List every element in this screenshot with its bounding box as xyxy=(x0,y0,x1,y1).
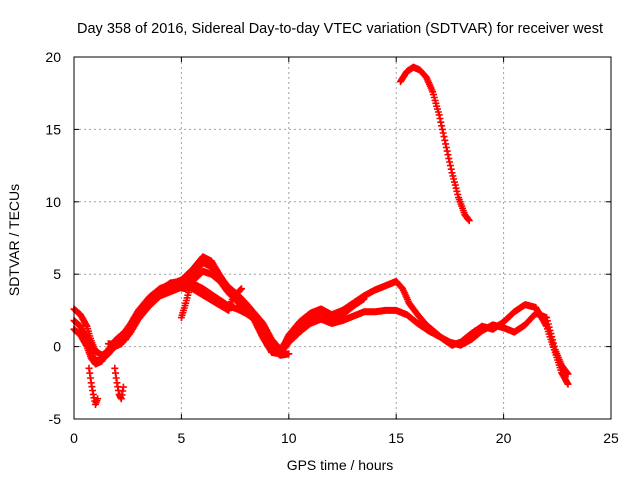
y-axis-label: SDTVAR / TECUs xyxy=(6,184,22,296)
plot-frame xyxy=(73,56,612,420)
series-sat-f xyxy=(111,364,127,403)
x-tick-label: 20 xyxy=(496,430,512,446)
series-markers xyxy=(177,283,245,322)
series-markers xyxy=(85,364,102,408)
y-tick-label: 15 xyxy=(45,121,61,137)
x-tick-label: 0 xyxy=(70,430,78,446)
series-markers xyxy=(111,364,127,403)
y-tick-label: 20 xyxy=(45,49,61,65)
chart-title: Day 358 of 2016, Sidereal Day-to-day VTE… xyxy=(77,21,603,37)
series-sat-b xyxy=(70,267,572,378)
x-tick-label: 15 xyxy=(388,430,404,446)
series-sat-e xyxy=(85,364,102,408)
series-markers xyxy=(70,267,572,378)
y-tick-label: 5 xyxy=(53,266,61,282)
x-tick-label: 10 xyxy=(281,430,297,446)
y-tick-label: 10 xyxy=(45,194,61,210)
series-sat-h xyxy=(397,63,473,225)
gridlines xyxy=(74,57,611,419)
data-points xyxy=(70,63,572,408)
series-sat-c xyxy=(70,259,368,368)
y-tick-label: -5 xyxy=(49,411,62,427)
x-axis-label: GPS time / hours xyxy=(287,457,394,473)
axis-ticks: 0 5 10 15 20 25 -5 0 5 10 15 20 xyxy=(45,49,619,446)
series-markers xyxy=(397,63,473,225)
y-tick-label: 0 xyxy=(53,339,61,355)
series-sat-g xyxy=(177,283,245,322)
x-tick-label: 5 xyxy=(178,430,186,446)
x-tick-label: 25 xyxy=(603,430,619,446)
series-markers xyxy=(70,259,368,368)
